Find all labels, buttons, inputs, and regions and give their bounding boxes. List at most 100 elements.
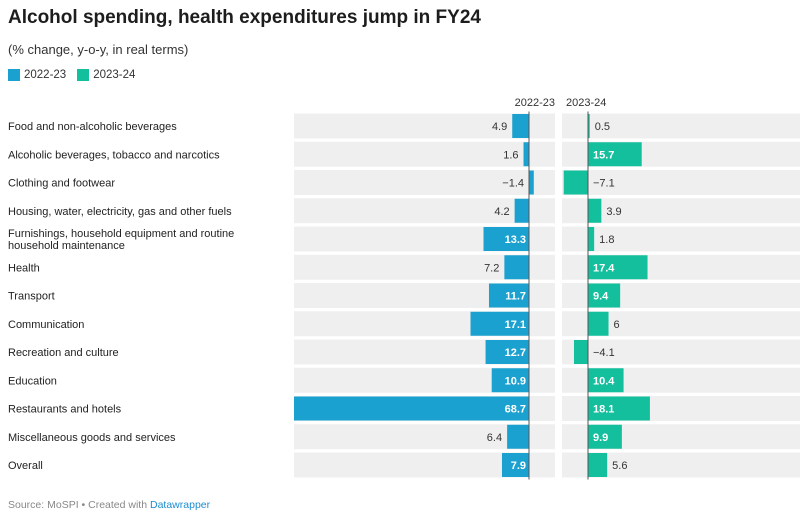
category-label-line: Alcoholic beverages, tobacco and narcoti… — [8, 149, 220, 161]
legend-swatch-2022-23 — [8, 69, 20, 81]
bar-2022-23-transport — [488, 283, 529, 308]
category-label-line: Miscellaneous goods and services — [8, 432, 176, 444]
bar-2022-23-restaurants-and-hotels — [294, 396, 529, 421]
bar-2022-23-alcoholic-beverages-tobacco-and-narcotics — [523, 142, 529, 167]
bar-track-2023-24-housing-water-electricity-gas-and-other-fuels — [562, 198, 800, 224]
bar-track-2023-24-food-and-non-alcoholic-beverages — [562, 113, 800, 139]
bar-track-2023-24-furnishings-household-equipment-and-routine-household-maintenance — [562, 226, 800, 252]
category-label-line: Education — [8, 375, 57, 387]
category-label-line: Communication — [8, 319, 84, 331]
category-label-miscellaneous-goods-and-services: Miscellaneous goods and services — [8, 432, 176, 444]
chart-title: Alcohol spending, health expenditures ju… — [8, 7, 481, 28]
category-label-line: Recreation and culture — [8, 347, 119, 359]
data-label-2023-24-transport: 9.4 — [593, 291, 609, 303]
data-label-2022-23-communication: 17.1 — [505, 319, 526, 331]
data-label-2023-24-clothing-and-footwear: −7.1 — [593, 178, 615, 190]
bar-2023-24-education — [588, 368, 624, 393]
category-label-overall: Overall — [8, 460, 43, 472]
column-header-2023-24: 2023-24 — [566, 97, 606, 109]
bar-track-2022-23-clothing-and-footwear — [294, 170, 555, 195]
category-label-line: Health — [8, 262, 40, 274]
category-label-line: Restaurants and hotels — [8, 404, 122, 416]
data-label-2022-23-restaurants-and-hotels: 68.7 — [505, 404, 526, 416]
bar-2022-23-furnishings-household-equipment-and-routine-household-maintenance — [483, 227, 529, 251]
category-label-alcoholic-beverages-tobacco-and-narcotics: Alcoholic beverages, tobacco and narcoti… — [8, 149, 220, 161]
footer-brand-link[interactable]: Datawrapper — [150, 499, 211, 511]
data-label-2023-24-education: 10.4 — [593, 375, 615, 387]
footer: Source: MoSPI • Created with Datawrapper — [8, 499, 210, 511]
data-label-2022-23-transport: 11.7 — [505, 291, 526, 303]
data-label-2022-23-clothing-and-footwear: −1.4 — [502, 178, 524, 190]
data-label-2022-23-food-and-non-alcoholic-beverages: 4.9 — [492, 121, 507, 133]
bar-track-2023-24-clothing-and-footwear — [562, 170, 800, 195]
category-label-health: Health — [8, 262, 40, 274]
bar-2022-23-health — [504, 255, 529, 280]
bar-2023-24-furnishings-household-equipment-and-routine-household-maintenance — [588, 227, 595, 251]
bar-chart: 2022-23 2023-24 Food and non-alcoholic bev… — [8, 97, 800, 480]
data-label-2022-23-overall: 7.9 — [511, 460, 526, 472]
data-label-2023-24-housing-water-electricity-gas-and-other-fuels: 3.9 — [606, 206, 621, 218]
bar-2023-24-transport — [588, 283, 621, 308]
data-label-2022-23-housing-water-electricity-gas-and-other-fuels: 4.2 — [494, 206, 509, 218]
data-label-2023-24-miscellaneous-goods-and-services: 9.9 — [593, 432, 608, 444]
category-label-food-and-non-alcoholic-beverages: Food and non-alcoholic beverages — [8, 121, 177, 133]
category-label-restaurants-and-hotels: Restaurants and hotels — [8, 404, 122, 416]
bar-track-2022-23-food-and-non-alcoholic-beverages — [294, 113, 555, 139]
data-label-2023-24-communication: 6 — [614, 319, 620, 331]
data-label-2023-24-recreation-and-culture: −4.1 — [593, 347, 615, 359]
legend-label-2023-24: 2023-24 — [93, 69, 136, 81]
data-label-2023-24-restaurants-and-hotels: 18.1 — [593, 404, 614, 416]
data-label-2023-24-food-and-non-alcoholic-beverages: 0.5 — [595, 121, 610, 133]
footer-source: Source: MoSPI • Created with — [8, 499, 150, 511]
bar-track-2022-23-housing-water-electricity-gas-and-other-fuels — [294, 198, 555, 224]
bar-track-2023-24-recreation-and-culture — [562, 339, 800, 365]
bar-2023-24-alcoholic-beverages-tobacco-and-narcotics — [588, 142, 642, 167]
bar-2023-24-clothing-and-footwear — [563, 170, 588, 195]
category-label-communication: Communication — [8, 319, 84, 331]
bar-2023-24-health — [588, 255, 648, 280]
legend-item-2022-23: 2022-23 — [8, 69, 66, 81]
bar-2022-23-clothing-and-footwear — [529, 170, 534, 195]
category-label-transport: Transport — [8, 291, 55, 303]
bar-2022-23-food-and-non-alcoholic-beverages — [512, 114, 529, 138]
data-label-2022-23-health: 7.2 — [484, 262, 499, 274]
legend-swatch-2023-24 — [77, 69, 90, 81]
data-label-2022-23-miscellaneous-goods-and-services: 6.4 — [487, 432, 502, 444]
category-label-line: Housing, water, electricity, gas and oth… — [8, 206, 232, 218]
bar-2023-24-restaurants-and-hotels — [588, 396, 650, 421]
category-label-furnishings-household-equipment-and-routine-household-maintenance: Furnishings, household equipment and rou… — [8, 228, 234, 252]
bar-2022-23-communication — [470, 311, 529, 336]
category-label-education: Education — [8, 375, 57, 387]
legend-label-2022-23: 2022-23 — [24, 69, 67, 81]
data-label-2022-23-education: 10.9 — [505, 375, 526, 387]
data-label-2022-23-recreation-and-culture: 12.7 — [505, 347, 526, 359]
bar-track-2022-23-alcoholic-beverages-tobacco-and-narcotics — [294, 141, 555, 167]
bar-2023-24-housing-water-electricity-gas-and-other-fuels — [588, 198, 602, 223]
data-label-2022-23-furnishings-household-equipment-and-routine-household-maintenance: 13.3 — [505, 234, 526, 246]
bar-2023-24-recreation-and-culture — [573, 340, 588, 364]
category-label-line: Furnishings, household equipment and rou… — [8, 228, 234, 240]
category-label-line: Clothing and footwear — [8, 178, 115, 190]
category-label-line: Overall — [8, 460, 43, 472]
bar-2023-24-overall — [588, 453, 608, 477]
category-label-housing-water-electricity-gas-and-other-fuels: Housing, water, electricity, gas and oth… — [8, 206, 232, 218]
legend-item-2023-24: 2023-24 — [77, 69, 135, 81]
bar-2022-23-housing-water-electricity-gas-and-other-fuels — [514, 198, 529, 223]
category-label-line: household maintenance — [8, 240, 125, 252]
category-label-line: Transport — [8, 291, 55, 303]
bar-2022-23-recreation-and-culture — [485, 340, 529, 364]
bar-2022-23-overall — [501, 453, 529, 477]
data-label-2023-24-furnishings-household-equipment-and-routine-household-maintenance: 1.8 — [599, 234, 614, 246]
category-label-clothing-and-footwear: Clothing and footwear — [8, 178, 115, 190]
data-label-2023-24-health: 17.4 — [593, 262, 615, 274]
data-label-2022-23-alcoholic-beverages-tobacco-and-narcotics: 1.6 — [503, 149, 518, 161]
data-label-2023-24-overall: 5.6 — [612, 460, 627, 472]
legend: 2022-23 2023-24 — [8, 69, 146, 81]
category-label-line: Food and non-alcoholic beverages — [8, 121, 177, 133]
bar-2023-24-communication — [588, 311, 609, 336]
bar-2022-23-education — [491, 368, 529, 393]
data-label-2023-24-alcoholic-beverages-tobacco-and-narcotics: 15.7 — [593, 149, 614, 161]
column-header-2022-23: 2022-23 — [515, 97, 555, 109]
bar-2023-24-miscellaneous-goods-and-services — [588, 424, 622, 449]
bar-2023-24-food-and-non-alcoholic-beverages — [588, 114, 590, 138]
